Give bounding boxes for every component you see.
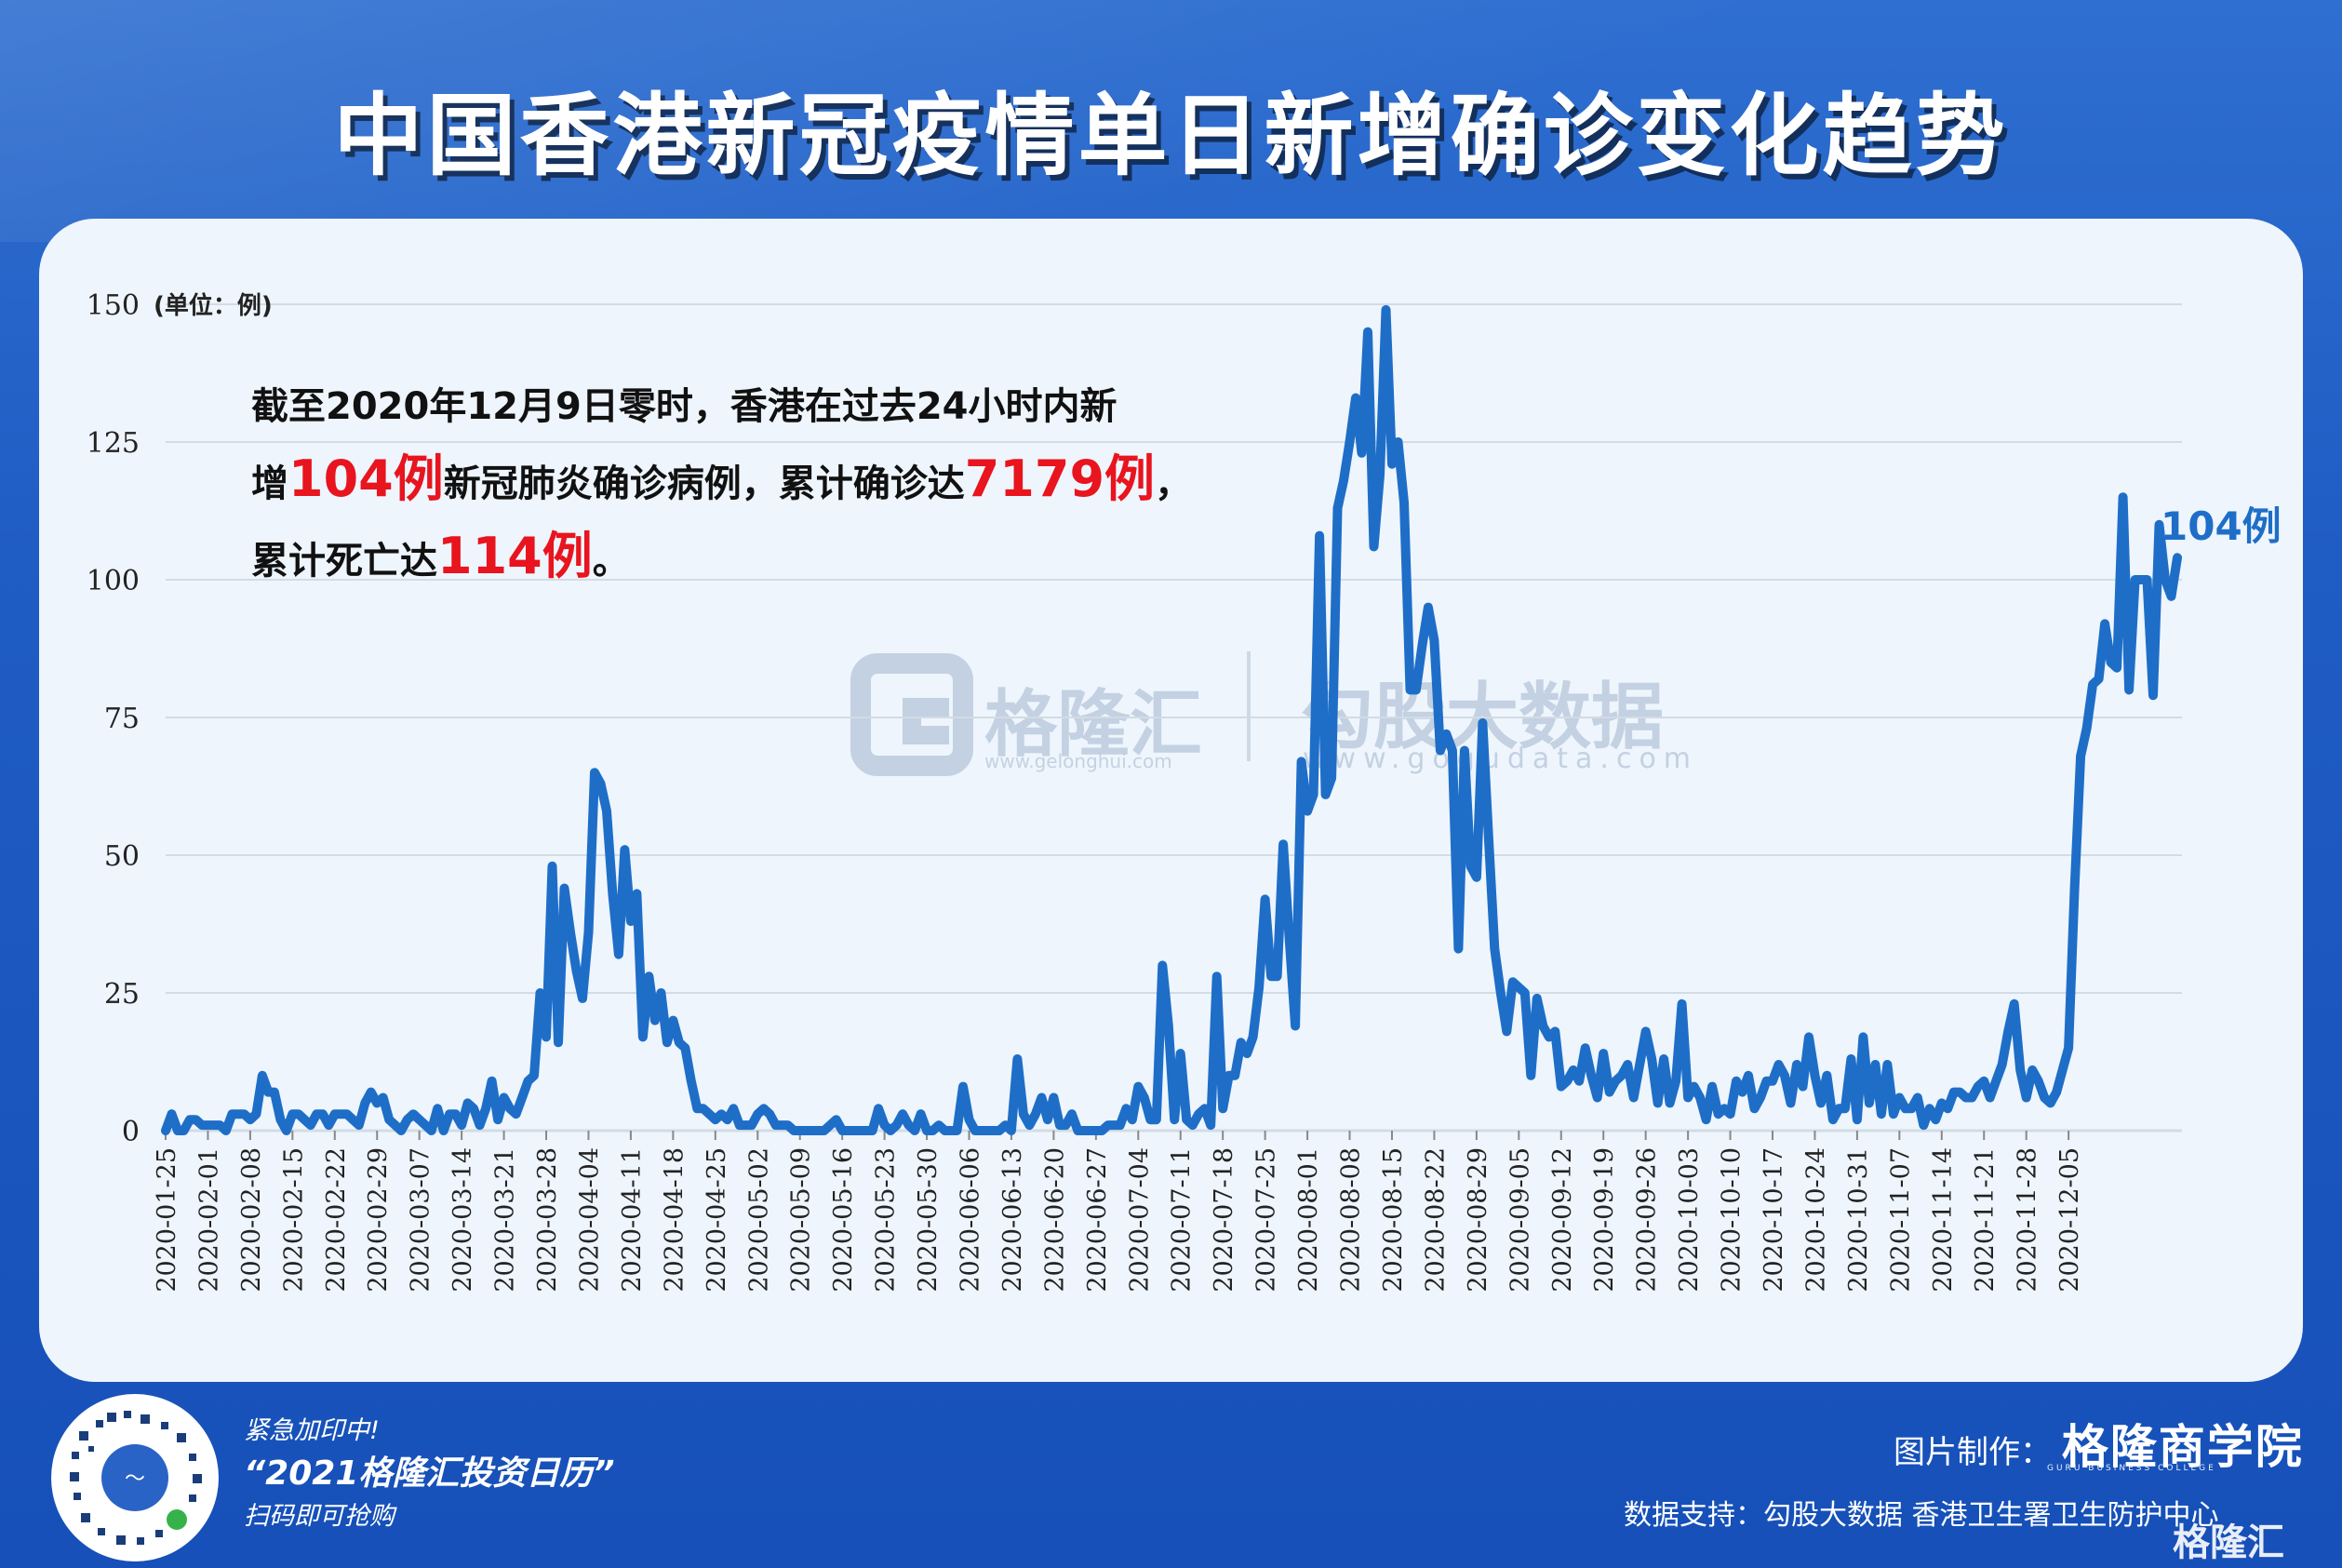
- x-tick-label: 2020-03-21: [491, 1147, 520, 1293]
- x-tick-label: 2020-05-30: [914, 1147, 943, 1293]
- x-tick-label: 2020-06-27: [1083, 1147, 1112, 1293]
- annotation-text: 增: [251, 462, 288, 505]
- x-tick-label: 2020-05-02: [744, 1147, 773, 1293]
- y-tick-label: 125: [87, 427, 140, 460]
- x-tick-label: 2020-02-08: [237, 1147, 266, 1293]
- qr-code-graphic: 〜: [53, 1396, 217, 1560]
- x-tick-label: 2020-08-01: [1294, 1147, 1323, 1293]
- promo-line-2: “2021格隆汇投资日历”: [244, 1454, 615, 1493]
- annotation-text: 累计死亡达: [251, 540, 437, 583]
- x-tick-label: 2020-08-15: [1379, 1147, 1408, 1293]
- x-tick-label: 2020-09-12: [1548, 1147, 1577, 1293]
- x-tick-label: 2020-02-22: [322, 1147, 351, 1293]
- x-tick-label: 2020-12-05: [2055, 1147, 2084, 1293]
- header-background: [0, 0, 2342, 242]
- y-tick-label: 75: [104, 703, 140, 735]
- x-tick-label: 2020-07-18: [1210, 1147, 1238, 1293]
- made-by-credit: 图片制作： 格隆商学院 GURU BUSINESS COLLEGE: [1894, 1410, 2304, 1477]
- x-tick-label: 2020-04-25: [703, 1147, 731, 1293]
- promo-text: 紧急加印中! “2021格隆汇投资日历” 扫码即可抢购: [244, 1413, 615, 1535]
- x-tick-label: 2020-07-25: [1252, 1147, 1281, 1293]
- x-tick-label: 2020-01-25: [153, 1147, 181, 1293]
- annotation-text: 新冠肺炎确诊病例，累计确诊达: [443, 462, 965, 505]
- x-tick-label: 2020-11-28: [2014, 1147, 2042, 1293]
- brand-subtitle: GURU BUSINESS COLLEGE: [2047, 1464, 2216, 1473]
- x-tick-label: 2020-03-28: [533, 1147, 562, 1293]
- x-tick-label: 2020-10-31: [1844, 1147, 1873, 1293]
- chart-panel: [39, 219, 2303, 1382]
- x-tick-label: 2020-05-09: [787, 1147, 816, 1293]
- watermark-url2: www.gogudata.com: [1303, 743, 1699, 775]
- x-tick-label: 2020-09-19: [1590, 1147, 1619, 1293]
- watermark-logo1: 格隆汇: [984, 683, 1203, 767]
- chart-grid: [166, 303, 2182, 1132]
- promo-line-1: 紧急加印中!: [244, 1416, 380, 1445]
- x-tick-label: 2020-07-11: [1168, 1147, 1197, 1293]
- deaths-highlight: 114例: [437, 527, 593, 585]
- y-tick-label: 150: [87, 289, 140, 322]
- x-tick-label: 2020-04-18: [660, 1147, 689, 1293]
- y-axis-ticks: 0 25 50 75 100 125 150: [87, 289, 140, 1148]
- data-source-credit: 数据支持：勾股大数据 香港卫生署卫生防护中心: [1624, 1499, 2219, 1532]
- x-tick-label: 2020-10-03: [1675, 1147, 1704, 1293]
- x-tick-label: 2020-10-10: [1718, 1147, 1746, 1293]
- summary-annotation: 截至2020年12月9日零时，香港在过去24小时内新 增104例新冠肺炎确诊病例…: [251, 370, 1192, 597]
- x-tick-label: 2020-08-22: [1421, 1147, 1450, 1293]
- x-tick-label: 2020-11-21: [1971, 1147, 2000, 1293]
- new-cases-highlight: 104例: [288, 449, 444, 508]
- x-tick-label: 2020-09-26: [1633, 1147, 1662, 1293]
- corner-logo: 格隆汇: [2173, 1521, 2284, 1564]
- x-tick-label: 2020-08-29: [1464, 1147, 1492, 1293]
- promo-line-3: 扫码即可抢购: [244, 1502, 395, 1531]
- series-line: [161, 304, 2182, 1135]
- x-tick-label: 2020-09-05: [1506, 1147, 1534, 1293]
- x-tick-label: 2020-11-07: [1886, 1147, 1915, 1293]
- total-cases-highlight: 7179例: [964, 449, 1156, 508]
- x-tick-label: 2020-03-07: [407, 1147, 435, 1293]
- x-tick-label: 2020-10-17: [1760, 1147, 1788, 1293]
- last-value-label: 104例: [2161, 503, 2282, 549]
- x-tick-label: 2020-06-06: [957, 1147, 985, 1293]
- x-tick-label: 2020-02-29: [364, 1147, 393, 1293]
- x-tick-label: 2020-02-15: [279, 1147, 308, 1293]
- x-tick-label: 2020-03-14: [448, 1147, 477, 1293]
- annotation-line-2: 增104例新冠肺炎确诊病例，累计确诊达7179例，: [251, 443, 1192, 520]
- watermark-url1: www.gelonghui.com: [984, 750, 1172, 772]
- x-tick-label: 2020-08-08: [1337, 1147, 1366, 1293]
- x-axis-ticks: 2020-01-25 2020-02-01 2020-02-08 2020-02-15…: [153, 1131, 2084, 1293]
- watermark-divider: [1247, 651, 1251, 761]
- y-tick-label: 0: [122, 1116, 140, 1148]
- annotation-line-1: 截至2020年12月9日零时，香港在过去24小时内新: [251, 385, 1117, 428]
- annotation-text: 。: [592, 540, 630, 583]
- x-tick-label: 2020-02-01: [194, 1147, 223, 1293]
- x-tick-label: 2020-04-04: [575, 1147, 604, 1293]
- annotation-text: ，: [1155, 462, 1193, 505]
- x-tick-label: 2020-05-23: [872, 1147, 901, 1293]
- y-tick-label: 50: [104, 840, 140, 873]
- x-tick-label: 2020-06-20: [1040, 1147, 1069, 1293]
- svg-text:〜: 〜: [125, 1467, 145, 1491]
- x-tick-label: 2020-04-11: [618, 1147, 647, 1293]
- brand-name: 格隆商学院: [2061, 1420, 2304, 1474]
- x-tick-label: 2020-06-13: [998, 1147, 1027, 1293]
- x-tick-label: 2020-07-04: [1125, 1147, 1154, 1293]
- x-tick-label: 2020-05-16: [829, 1147, 858, 1293]
- x-tick-label: 2020-10-24: [1801, 1147, 1830, 1293]
- qr-code-icon[interactable]: 〜: [51, 1394, 219, 1561]
- y-axis-label: (单位：例): [154, 291, 273, 320]
- page-title: 中国香港新冠疫情单日新增确诊变化趋势: [333, 84, 2009, 188]
- y-tick-label: 100: [87, 565, 140, 597]
- y-tick-label: 25: [104, 978, 140, 1011]
- x-tick-label: 2020-11-14: [1929, 1147, 1958, 1293]
- made-by-label: 图片制作：: [1894, 1434, 2052, 1471]
- annotation-line-3: 累计死亡达114例。: [251, 520, 1192, 597]
